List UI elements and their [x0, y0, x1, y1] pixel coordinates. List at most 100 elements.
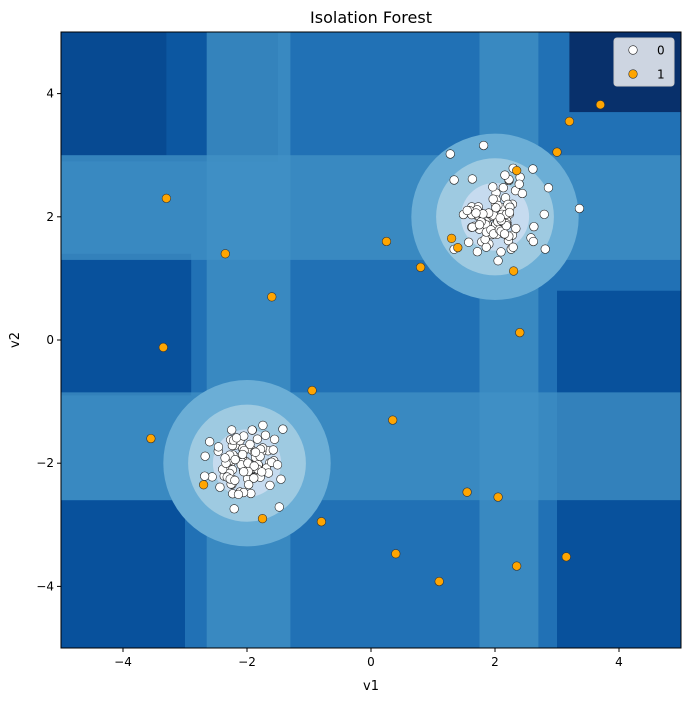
x-axis-ticks: −4 −2 0 2 4: [114, 648, 623, 669]
point-normal: [276, 474, 286, 484]
point-normal: [517, 188, 527, 199]
point-normal: [445, 149, 455, 159]
point-normal: [258, 420, 268, 430]
point-normal: [274, 502, 284, 512]
point-normal: [269, 434, 280, 444]
point-normal: [227, 425, 237, 435]
point-normal: [500, 170, 510, 180]
point-normal: [245, 439, 255, 449]
x-tick-label: 4: [615, 655, 623, 669]
point-anomaly: [462, 487, 472, 497]
point-normal: [471, 208, 481, 218]
point-normal: [498, 183, 508, 193]
point-normal: [499, 229, 510, 239]
y-tick-label: 2: [46, 210, 54, 224]
contour-band-2: [61, 392, 681, 501]
point-normal: [529, 222, 539, 232]
point-anomaly: [434, 576, 444, 587]
point-normal: [205, 437, 215, 447]
point-normal: [200, 471, 210, 481]
point-normal: [511, 223, 521, 234]
point-normal: [213, 442, 224, 452]
point-anomaly: [447, 233, 457, 243]
point-normal: [268, 445, 278, 455]
legend-marker: [628, 69, 638, 79]
point-normal: [238, 449, 248, 460]
point-normal: [247, 425, 257, 435]
point-anomaly: [552, 147, 562, 157]
point-normal: [467, 174, 477, 184]
point-normal: [215, 482, 225, 492]
point-normal: [464, 237, 474, 247]
point-normal: [272, 460, 283, 470]
scatter-points: [146, 100, 606, 587]
point-normal: [514, 179, 524, 189]
point-normal: [488, 194, 498, 204]
point-normal: [230, 475, 240, 485]
point-normal: [239, 467, 249, 477]
legend-marker: [628, 45, 638, 55]
point-normal: [479, 140, 489, 151]
point-anomaly: [220, 249, 230, 259]
point-normal: [229, 504, 239, 514]
point-normal: [449, 175, 459, 185]
x-tick-label: −2: [238, 655, 256, 669]
point-normal: [250, 447, 261, 457]
point-normal: [249, 473, 259, 483]
point-anomaly: [453, 243, 463, 253]
decision-function-contours: [61, 32, 681, 648]
point-normal: [474, 220, 485, 230]
point-anomaly: [512, 166, 522, 176]
point-normal: [495, 213, 505, 223]
point-anomaly: [381, 236, 392, 247]
y-tick-label: 0: [46, 333, 54, 347]
point-normal: [539, 209, 549, 219]
point-anomaly: [493, 492, 503, 502]
point-anomaly: [388, 415, 398, 425]
x-tick-label: 2: [491, 655, 499, 669]
x-tick-label: −4: [114, 655, 132, 669]
point-normal: [504, 207, 515, 218]
point-anomaly: [512, 561, 522, 571]
point-anomaly: [316, 517, 327, 527]
legend-label: 0: [657, 44, 665, 58]
point-normal: [231, 433, 242, 443]
legend-box: [613, 37, 675, 87]
point-normal: [488, 182, 498, 192]
point-normal: [260, 430, 271, 440]
point-anomaly: [564, 116, 575, 126]
legend-label: 1: [657, 68, 665, 82]
chart-title: Isolation Forest: [310, 8, 432, 27]
point-anomaly: [595, 100, 606, 110]
legend: 01: [613, 37, 675, 87]
y-axis-label: v2: [8, 332, 23, 348]
point-normal: [257, 467, 267, 477]
point-anomaly: [267, 292, 277, 302]
point-normal: [496, 247, 506, 257]
y-tick-label: −4: [36, 579, 54, 593]
point-anomaly: [391, 549, 401, 559]
point-normal: [265, 480, 275, 491]
point-normal: [252, 434, 262, 444]
point-normal: [493, 256, 503, 266]
point-anomaly: [416, 262, 426, 272]
point-anomaly: [146, 433, 156, 444]
point-anomaly: [158, 342, 168, 352]
point-normal: [220, 453, 230, 463]
point-anomaly: [257, 514, 268, 524]
point-normal: [508, 242, 518, 252]
contour-band-3: [61, 155, 681, 260]
point-normal: [543, 183, 554, 193]
contour-region-lower-left: [61, 500, 185, 648]
point-normal: [230, 454, 240, 465]
y-tick-label: −2: [36, 456, 54, 470]
point-normal: [481, 242, 491, 252]
point-anomaly: [561, 552, 571, 562]
point-normal: [249, 461, 259, 471]
point-normal: [244, 479, 254, 490]
x-axis-label: v1: [363, 679, 379, 694]
point-normal: [462, 205, 472, 216]
point-normal: [472, 247, 482, 257]
point-anomaly: [508, 266, 519, 276]
